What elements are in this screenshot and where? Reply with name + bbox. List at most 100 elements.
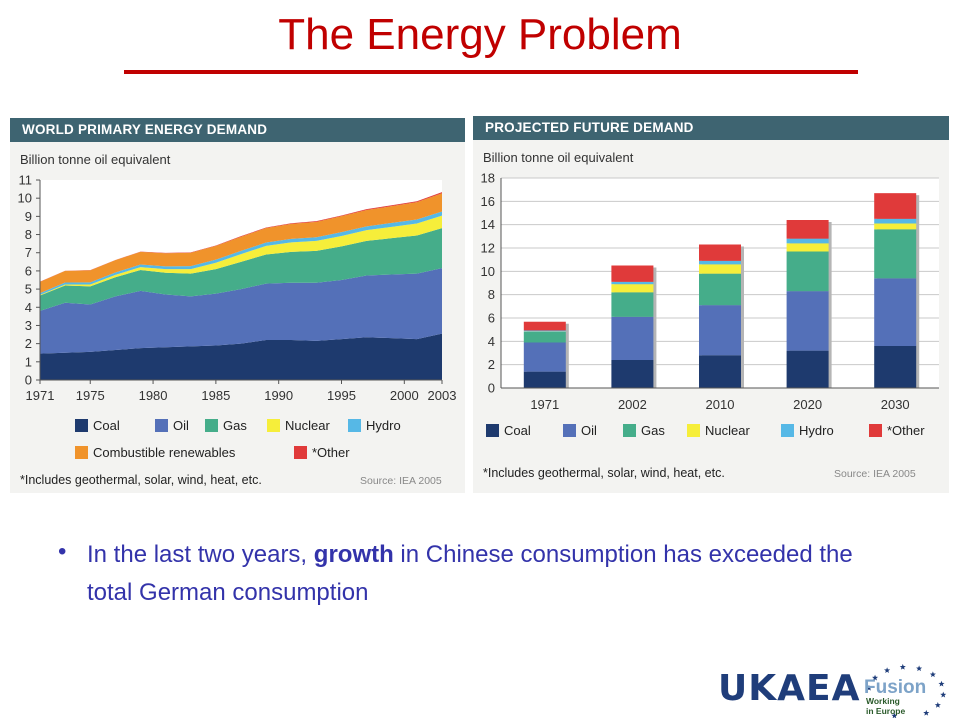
world-demand-ylabel: Billion tonne oil equivalent (20, 152, 171, 167)
bar-segment-oil-2002 (611, 316, 654, 360)
legend2-swatch-coal (486, 424, 499, 437)
x-tick-label: 2003 (428, 388, 457, 403)
projected-demand-source: Source: IEA 2005 (834, 468, 916, 480)
x-tick-label: 1971 (530, 397, 559, 412)
bar-segment-nuclear-2030 (874, 223, 917, 230)
eu-star (934, 702, 941, 708)
bullet-text-part1: In the last two years, (87, 541, 314, 568)
y-tick-label: 2 (488, 357, 495, 372)
y-tick-label: 0 (488, 381, 495, 396)
y-tick-label: 12 (481, 241, 495, 256)
eu-star (872, 674, 879, 681)
bar-segment-hydro-2010 (699, 260, 741, 265)
x-tick-label: 1985 (201, 388, 230, 403)
projected-demand-footnote: *Includes geothermal, solar, wind, heat,… (483, 466, 725, 480)
y-tick-label: 9 (25, 209, 32, 224)
legend-label-nuclear: Nuclear (285, 418, 330, 433)
y-tick-label: 6 (488, 311, 495, 326)
bar-segment-coal-2020 (786, 350, 829, 388)
fusion-europe-logo: Fusion Working in Europe (864, 663, 947, 718)
area-series-gas (40, 228, 442, 311)
legend2-label-oil: Oil (581, 423, 597, 438)
x-tick-label: 1990 (264, 388, 293, 403)
x-tick-label: 2030 (881, 397, 910, 412)
projected-demand-bar-chart: 0 2 4 6 8 10 12 14 16 18 1971 2002 2010 2020 2030 (481, 171, 939, 412)
bar-segment-oil-1971 (523, 342, 566, 372)
bar-segment--other-2030 (874, 193, 917, 219)
legend-swatch-oil (155, 419, 168, 432)
legend2-swatch-hydro (781, 424, 794, 437)
bar-segment--other-2002 (611, 265, 654, 282)
bar-segment-hydro-2002 (611, 281, 654, 285)
world-demand-source: Source: IEA 2005 (360, 475, 442, 487)
y-tick-label: 10 (481, 264, 495, 279)
bullet-text-part2: in Chinese consumption has exceeded the … (87, 541, 853, 606)
legend-label-oil: Oil (173, 418, 189, 433)
legend2-oil: Oil (563, 423, 597, 438)
legend-oil: Oil (155, 418, 189, 433)
area-series-combustible-renewables (40, 193, 442, 294)
world-demand-area-chart: 0 1 2 3 4 5 6 7 8 9 10 11 1971 1975 1980 1985 1990 1995 20… (18, 173, 457, 404)
fusion-logo-europe: in Europe (866, 706, 905, 716)
slide-title: The Energy Problem (278, 10, 682, 59)
y-tick-label: 18 (481, 171, 495, 186)
bar-segment-coal-2002 (611, 360, 654, 388)
x-tick-label: 1975 (76, 388, 105, 403)
bar-segment-oil-2010 (699, 305, 741, 356)
y-tick-label: 16 (481, 194, 495, 209)
eu-star (940, 691, 947, 698)
bar-segment-coal-2010 (699, 355, 741, 388)
y-tick-label: 14 (481, 217, 495, 232)
title-underline (124, 70, 858, 74)
legend-swatch-nuclear (267, 419, 280, 432)
x-tick-label: 1980 (139, 388, 168, 403)
eu-star (865, 684, 873, 691)
legend2-swatch-gas (623, 424, 636, 437)
legend2-hydro: Hydro (781, 423, 834, 438)
fusion-logo-working: Working (866, 696, 900, 706)
y-tick-label: 10 (18, 191, 32, 206)
projected-demand-ylabel: Billion tonne oil equivalent (483, 150, 634, 165)
legend2-other: *Other (869, 423, 925, 438)
legend2-swatch-other (869, 424, 882, 437)
legend-label-gas: Gas (223, 418, 247, 433)
eu-star (891, 712, 898, 718)
x-tick-label: 2000 (390, 388, 419, 403)
legend-swatch-gas (205, 419, 218, 432)
legend-label-coal: Coal (93, 418, 120, 433)
projected-demand-chart-panel: PROJECTED FUTURE DEMAND Billion tonne oi… (473, 116, 949, 493)
legend2-label-coal: Coal (504, 423, 531, 438)
y-tick-label: 8 (488, 287, 495, 302)
eu-stars-icon (865, 663, 947, 718)
bullet-marker: • (58, 538, 67, 565)
world-demand-chart-panel: WORLD PRIMARY ENERGY DEMAND Billion tonn… (10, 118, 465, 493)
area-series-coal (40, 333, 442, 380)
y-tick-label: 1 (25, 354, 32, 369)
bar-segment-hydro-2020 (786, 238, 829, 244)
area-series-nuclear (40, 215, 442, 296)
legend2-swatch-oil (563, 424, 576, 437)
x-tick-label: 2020 (793, 397, 822, 412)
legend-label-renewables: Combustible renewables (93, 445, 236, 460)
legend-swatch-other (294, 446, 307, 459)
bar-segment-gas-2002 (611, 292, 654, 317)
y-tick-label: 4 (25, 300, 32, 315)
bar-segment-gas-2020 (786, 251, 829, 292)
legend-label-hydro: Hydro (366, 418, 401, 433)
bar-segment-nuclear-2020 (786, 243, 829, 252)
legend2-gas: Gas (623, 423, 665, 438)
ukaea-logo: UKAEA (718, 668, 861, 709)
x-tick-label: 2010 (706, 397, 735, 412)
bar-segment-hydro-1971 (523, 330, 566, 332)
projected-demand-header: PROJECTED FUTURE DEMAND (473, 116, 949, 140)
bar-segment-hydro-2030 (874, 218, 917, 224)
bar-segment-gas-2030 (874, 229, 917, 279)
x-tick-label: 1995 (327, 388, 356, 403)
bullet-text-bold: growth (313, 541, 394, 568)
eu-star (884, 667, 891, 673)
legend2-label-other: *Other (887, 423, 925, 438)
legend2-label-nuclear: Nuclear (705, 423, 750, 438)
y-tick-label: 5 (25, 282, 32, 297)
legend-swatch-renewables (75, 446, 88, 459)
world-demand-header: WORLD PRIMARY ENERGY DEMAND (10, 118, 465, 142)
